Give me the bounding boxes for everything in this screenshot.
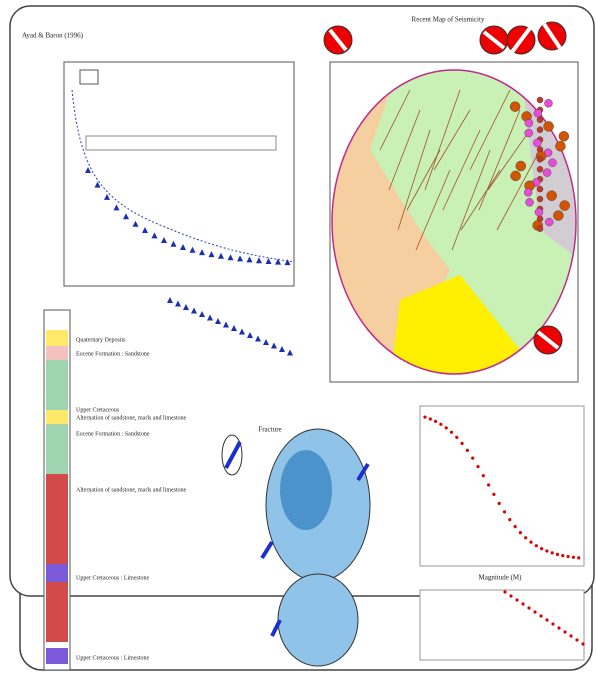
dot: [487, 483, 490, 486]
dot: [471, 457, 474, 460]
plot-frame: [64, 62, 294, 286]
epicenter: [537, 186, 543, 192]
epicenter: [544, 99, 552, 107]
epicenter: [537, 226, 543, 232]
dot: [508, 518, 511, 521]
epicenter: [510, 102, 520, 112]
dot: [529, 541, 532, 544]
epicenter: [537, 97, 543, 103]
dot: [527, 606, 530, 609]
dot: [514, 525, 517, 528]
right-plots: Magnitude (M): [420, 406, 585, 660]
plot-title: Ayad & Baron (1996): [22, 32, 84, 40]
epicenter: [537, 117, 543, 123]
dot: [551, 551, 554, 554]
dot: [545, 618, 548, 621]
dot: [551, 622, 554, 625]
unit-label: Alternation of sandstone, marls and lime…: [76, 486, 187, 493]
dot: [521, 602, 524, 605]
epicenter: [537, 156, 543, 162]
dot: [492, 493, 495, 496]
dot: [503, 590, 506, 593]
dot: [445, 426, 448, 429]
dot: [545, 549, 548, 552]
epicenter: [553, 211, 563, 221]
unit-label: Quaternary Deposits: [76, 337, 126, 343]
legend-box: [80, 70, 98, 84]
epicenter: [537, 127, 543, 133]
inset-box: [86, 136, 276, 150]
epicenter: [525, 198, 533, 206]
epicenter: [560, 201, 570, 211]
map-title: Recent Map of Seismicity: [412, 16, 485, 24]
unit-label: Upper Cretaceous : Limestone: [76, 575, 149, 581]
epicenter: [543, 169, 551, 177]
unit-label: Eocene Formation : Sandstone: [76, 351, 150, 357]
epicenter: [545, 218, 553, 226]
dot: [539, 614, 542, 617]
dot: [567, 555, 570, 558]
epicenter: [537, 166, 543, 172]
dot: [423, 416, 426, 419]
dot: [515, 598, 518, 601]
dot: [575, 638, 578, 641]
dot: [572, 556, 575, 559]
unit-label: Eocene Formation : Sandstone: [76, 431, 150, 437]
x-label: Magnitude (M): [479, 574, 523, 582]
dot: [556, 553, 559, 556]
unit-label: Upper Cretaceous: [76, 407, 120, 413]
epicenter: [511, 171, 521, 181]
dot: [509, 594, 512, 597]
collage: Ayad & Baron (1996) Recent Map of Seismi…: [0, 0, 596, 678]
dot: [524, 536, 527, 539]
dot: [476, 465, 479, 468]
dot: [466, 449, 469, 452]
epicenter: [544, 121, 554, 131]
dot: [498, 502, 501, 505]
dot: [533, 610, 536, 613]
dot: [439, 423, 442, 426]
dot: [434, 420, 437, 423]
epicenter: [555, 141, 565, 151]
epicenter: [548, 159, 556, 167]
epicenter: [524, 188, 532, 196]
dot: [429, 417, 432, 420]
dot: [482, 474, 485, 477]
unit-label: Alternation of sandstone, marls and lime…: [76, 414, 187, 421]
epicenter: [534, 109, 542, 117]
dot: [581, 642, 584, 645]
dot: [450, 431, 453, 434]
dot: [569, 634, 572, 637]
epicenter: [533, 139, 541, 147]
epicenter: [537, 196, 543, 202]
dot: [503, 510, 506, 513]
epicenter: [525, 129, 533, 137]
dot: [561, 554, 564, 557]
dot: [461, 442, 464, 445]
unit-label: Upper Cretaceous : Limestone: [76, 655, 149, 661]
dot: [455, 436, 458, 439]
epicenter: [559, 131, 569, 141]
dot: [577, 556, 580, 559]
dot: [540, 547, 543, 550]
dot: [557, 626, 560, 629]
dot: [563, 630, 566, 633]
epicenter: [547, 191, 557, 201]
stereonet-title: Fracture: [258, 426, 281, 434]
epicenter: [516, 161, 526, 171]
dot: [519, 531, 522, 534]
dot: [535, 544, 538, 547]
epicenter: [535, 208, 543, 216]
epicenter: [525, 119, 533, 127]
